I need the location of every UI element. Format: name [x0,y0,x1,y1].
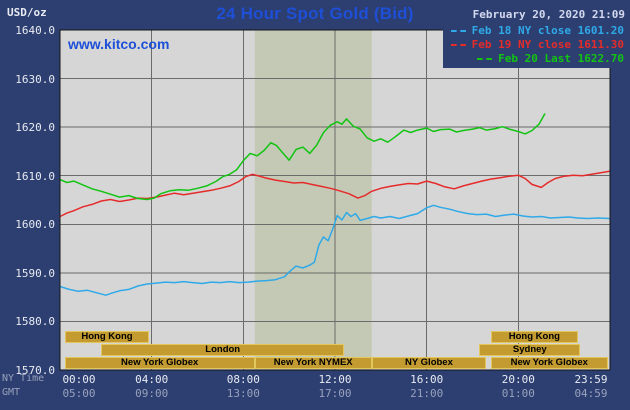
x-tick-label-ny: 08:00 [226,373,260,386]
y-tick-label: 1620.0 [15,121,55,135]
y-tick-label: 1600.0 [15,218,55,232]
x-tick-label-gmt: 21:00 [410,387,444,400]
session-box: New York Globex [64,357,255,369]
series-line-1 [59,170,611,218]
legend-line-icon [450,29,466,32]
gmt-axis-label: GMT [2,387,21,398]
legend-item: Feb 20 Last 1622.70 [451,52,624,65]
series-line-2 [59,113,546,201]
x-tick-label-ny: 00:00 [62,373,96,386]
x-tick-label-gmt: 05:00 [62,387,96,400]
x-tick-label-ny: 20:00 [501,373,535,386]
x-tick-label-gmt: 17:00 [318,387,352,400]
legend: Feb 18 NY close 1601.20 Feb 19 NY close 1… [442,23,627,68]
chart-title: 24 Hour Spot Gold (Bid) [216,4,414,23]
series-line-0 [59,204,611,296]
legend-item: Feb 18 NY close 1601.20 [450,24,624,37]
legend-label: Feb 20 Last 1622.70 [498,52,624,65]
chart-datetime: February 20, 2020 21:09 [472,8,625,21]
x-tick-label-ny: 23:59 [574,373,608,386]
legend-label: Feb 19 NY close 1611.30 [471,38,624,51]
x-tick-label-gmt: 04:59 [574,387,608,400]
y-tick-label: 1580.0 [15,315,55,329]
x-tick-label-gmt: 01:00 [501,387,535,400]
session-box: Hong Kong [64,331,150,343]
legend-label: Feb 18 NY close 1601.20 [471,24,624,37]
y-tick-label: 1570.0 [15,364,55,377]
ny-time-axis-label: NY Time [2,373,45,384]
y-tick-label: 1610.0 [15,169,55,183]
y-axis-units-label: USD/oz [7,6,47,19]
x-tick-label-gmt: 13:00 [226,387,260,400]
session-box: New York Globex [490,357,608,369]
session-box: Hong Kong [490,331,578,343]
kitco-watermark-link[interactable]: www.kitco.com [68,36,170,52]
x-tick-label-ny: 12:00 [318,373,352,386]
y-tick-label: 1630.0 [15,72,55,86]
legend-line-icon [450,43,466,46]
x-tick-label-ny: 16:00 [410,373,444,386]
y-tick-label: 1590.0 [15,266,55,280]
legend-line-icon [477,57,493,60]
session-box: Sydney [479,344,581,356]
nymex-session-shading [254,30,372,370]
x-tick-label-ny: 04:00 [135,373,169,386]
y-tick-label: 1640.0 [15,24,55,37]
session-box: NY Globex [371,357,487,369]
session-box: London [101,344,345,356]
x-tick-label-gmt: 09:00 [135,387,169,400]
session-box: New York NYMEX [254,357,372,369]
legend-item: Feb 19 NY close 1611.30 [450,38,624,51]
plot-border [59,29,611,371]
